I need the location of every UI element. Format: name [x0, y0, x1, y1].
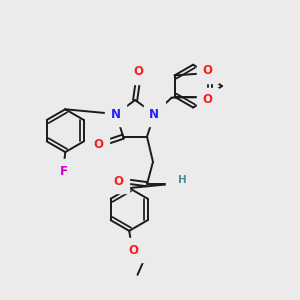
Text: N: N	[172, 177, 182, 190]
Text: N: N	[149, 107, 159, 121]
Text: N: N	[111, 107, 121, 121]
Text: O: O	[203, 64, 213, 77]
Text: O: O	[113, 175, 123, 188]
Text: H: H	[178, 175, 187, 185]
Text: O: O	[128, 244, 138, 257]
Text: F: F	[60, 165, 68, 178]
Text: O: O	[203, 93, 213, 106]
Text: O: O	[93, 138, 103, 151]
Text: O: O	[133, 65, 143, 78]
